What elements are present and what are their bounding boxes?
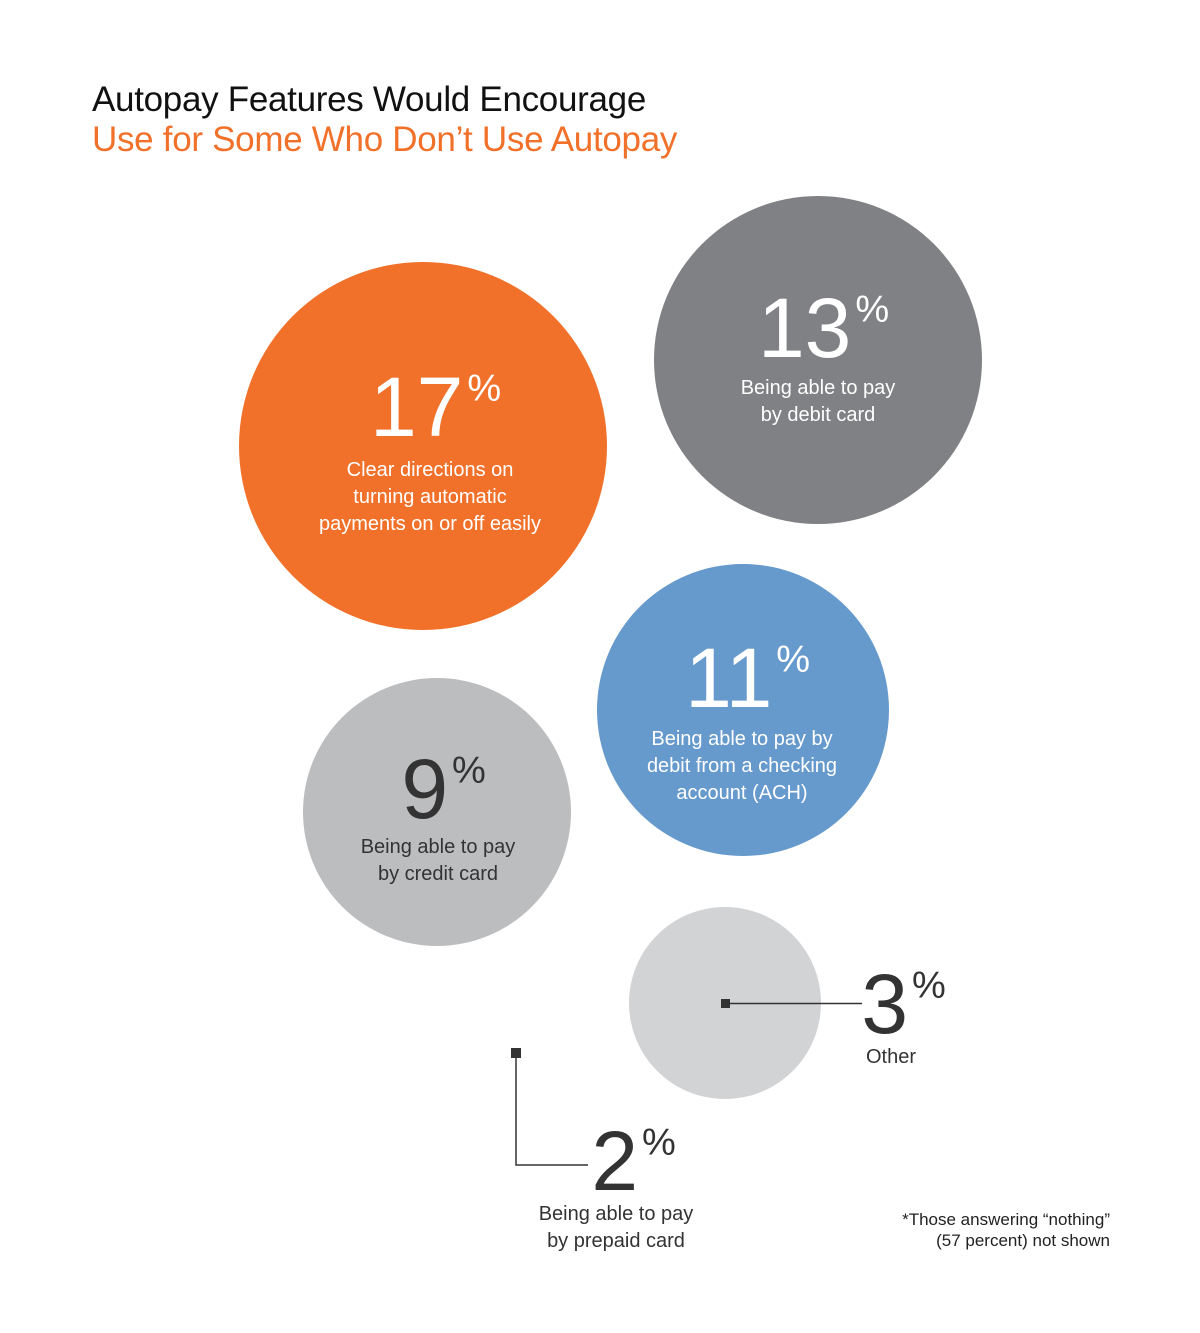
- value-label-credit-card: 9: [401, 742, 448, 836]
- percent-sign-debit-card: %: [855, 289, 889, 331]
- category-label-debit-card-line-2: by debit card: [761, 404, 876, 426]
- percent-sign-ach: %: [776, 639, 810, 681]
- category-label-other-line-1: Other: [866, 1046, 916, 1068]
- percent-sign-prepaid-card: %: [642, 1122, 676, 1164]
- category-label-prepaid-card-line-1: Being able to pay: [539, 1203, 694, 1225]
- category-label-credit-card-line-1: Being able to pay: [361, 836, 516, 858]
- value-label-ach: 11: [685, 631, 772, 725]
- footnote: *Those answering “nothing” (57 percent) …: [790, 1209, 1110, 1251]
- category-label-debit-card-line-1: Being able to pay: [741, 377, 896, 399]
- category-label-clear-directions-line-3: payments on or off easily: [319, 513, 541, 535]
- value-label-clear-directions: 17: [370, 360, 463, 454]
- bubble-debit-card: [654, 196, 982, 524]
- connector-line-prepaid-card: [515, 1053, 588, 1166]
- chart-subtitle: Use for Some Who Don’t Use Autopay: [92, 120, 678, 159]
- category-label-clear-directions-line-1: Clear directions on: [347, 459, 514, 481]
- connector-marker-other: [721, 999, 730, 1008]
- value-label-other: 3: [861, 957, 908, 1051]
- value-label-prepaid-card: 2: [591, 1114, 638, 1208]
- chart-title: Autopay Features Would Encourage: [92, 80, 646, 119]
- value-label-debit-card: 13: [758, 281, 851, 375]
- category-label-clear-directions-line-2: turning automatic: [353, 486, 506, 508]
- footnote-line-2: (57 percent) not shown: [936, 1231, 1110, 1250]
- category-label-credit-card-line-2: by credit card: [378, 863, 498, 885]
- bubble-clear-directions: [239, 262, 607, 630]
- bubble-credit-card: [303, 678, 571, 946]
- category-label-ach-line-1: Being able to pay by: [651, 728, 832, 750]
- category-label-ach-line-3: account (ACH): [676, 782, 807, 804]
- category-label-prepaid-card-line-2: by prepaid card: [547, 1230, 685, 1252]
- category-label-ach-line-2: debit from a checking: [647, 755, 837, 777]
- footnote-line-1: *Those answering “nothing”: [902, 1210, 1110, 1229]
- percent-sign-other: %: [912, 965, 946, 1007]
- percent-sign-clear-directions: %: [467, 368, 501, 410]
- bubble-ach: [597, 564, 889, 856]
- percent-sign-credit-card: %: [452, 750, 486, 792]
